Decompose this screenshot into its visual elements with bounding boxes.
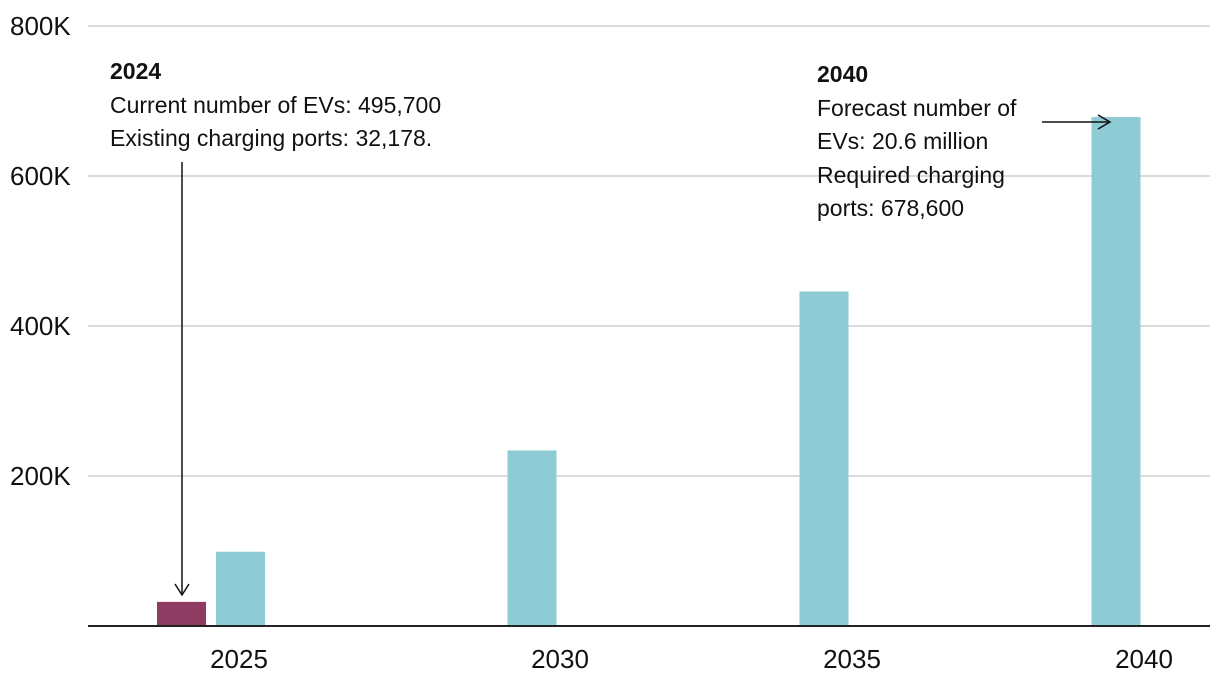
y-tick-label: 600K <box>10 161 71 191</box>
annotation-2040-title: 2040 <box>817 61 868 87</box>
axis-tick-labels: 200K 400K 600K 800K 2025 2030 2035 2040 <box>10 11 1173 674</box>
y-tick-label: 400K <box>10 311 71 341</box>
annotation-2040: 2040 Forecast number of EVs: 20.6 millio… <box>817 61 1112 221</box>
bar-required-charging-ports-2035 <box>799 291 849 626</box>
x-tick-label: 2030 <box>531 644 589 674</box>
y-tick-label: 200K <box>10 461 71 491</box>
bars <box>157 117 1141 627</box>
annotation-2024-line-1: Current number of EVs: 495,700 <box>110 92 441 118</box>
annotation-2040-line-3: Required charging <box>817 162 1005 188</box>
annotation-2040-line-2: EVs: 20.6 million <box>817 128 988 154</box>
x-tick-label: 2040 <box>1115 644 1173 674</box>
x-tick-label: 2035 <box>823 644 881 674</box>
gridlines <box>88 25 1210 477</box>
annotation-2040-arrow-head <box>1097 114 1112 130</box>
y-tick-label: 800K <box>10 11 71 41</box>
annotation-2040-line-4: ports: 678,600 <box>817 195 964 221</box>
annotation-2024-arrow-head <box>174 583 190 597</box>
bar-existing-charging-ports-2025 <box>157 601 206 626</box>
annotation-2040-line-1: Forecast number of <box>817 95 1017 121</box>
annotation-2024-title: 2024 <box>110 58 161 84</box>
bar-required-charging-ports-2040 <box>1091 117 1141 627</box>
bar-required-charging-ports-2025 <box>216 551 265 626</box>
annotation-2024-line-2: Existing charging ports: 32,178. <box>110 125 432 151</box>
x-tick-label: 2025 <box>210 644 268 674</box>
annotation-2024: 2024 Current number of EVs: 495,700 Exis… <box>110 58 441 597</box>
bar-required-charging-ports-2030 <box>507 450 557 626</box>
